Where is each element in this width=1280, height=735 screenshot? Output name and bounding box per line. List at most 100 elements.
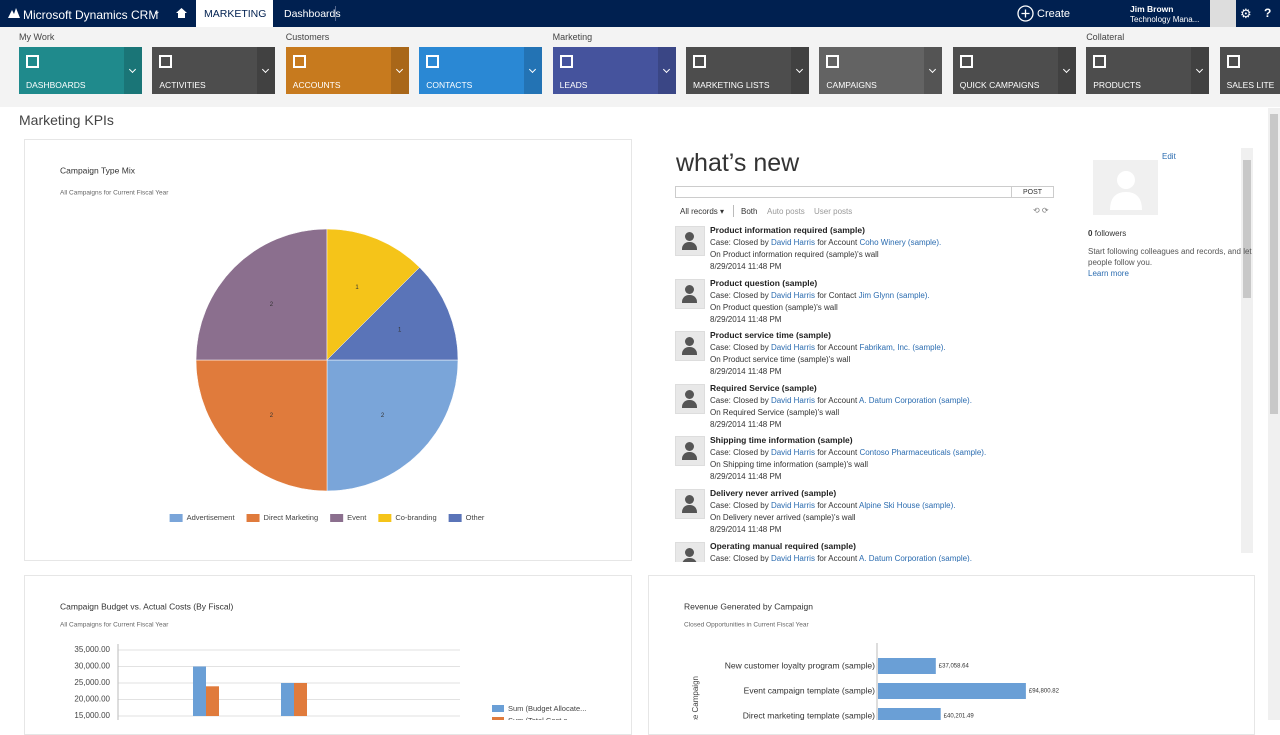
user-link[interactable]: David Harris	[770, 448, 815, 458]
count-label: followers	[1094, 229, 1127, 238]
record-link[interactable]: Jim Glynn (sample).	[858, 290, 930, 300]
tile-dropdown[interactable]	[657, 47, 676, 94]
create-icon[interactable]	[1017, 5, 1034, 22]
tile-label[interactable]: PRODUCTS	[1093, 80, 1141, 90]
record-link[interactable]: Fabrikam, Inc. (sample).	[859, 343, 946, 353]
feed-line: Case: Closed by David Harris for Account…	[710, 501, 955, 510]
tile-label[interactable]: ACTIVITIES	[159, 80, 206, 90]
tile-label[interactable]: CONTACTS	[426, 80, 473, 90]
action: Case: Closed by	[710, 238, 769, 247]
feed-line: Case: Closed by David Harris for Account…	[710, 554, 972, 562]
feed-title[interactable]: Product question (sample)	[710, 277, 818, 288]
tile-label[interactable]: MARKETING LISTS	[693, 80, 770, 90]
post-button[interactable]: POST	[1012, 186, 1054, 198]
home-icon[interactable]	[176, 8, 187, 18]
tile-label[interactable]: LEADS	[559, 80, 588, 90]
user-org[interactable]: Technology Mana...	[1130, 15, 1200, 24]
tile-dropdown[interactable]	[257, 47, 276, 94]
tile-label[interactable]: DASHBOARDS	[26, 80, 86, 90]
action: Case: Closed by	[710, 290, 769, 300]
settings-icon[interactable]: ⚙	[1240, 6, 1252, 21]
nav-tile[interactable]: QUICK CAMPAIGNS	[952, 47, 1076, 94]
tile-label[interactable]: SALES LITE	[1226, 80, 1275, 90]
scroll-thumb[interactable]	[1243, 160, 1251, 298]
tile-icon	[292, 55, 306, 68]
tile-icon	[1226, 55, 1240, 68]
user-link[interactable]: David Harris	[770, 290, 815, 300]
tile-dropdown[interactable]	[124, 47, 142, 94]
filter-option[interactable]: Both	[741, 207, 758, 216]
edit[interactable]: Edit	[1162, 152, 1176, 161]
nav-tile[interactable]: DASHBOARDS	[19, 47, 142, 94]
user-link[interactable]: David Harris	[770, 395, 815, 405]
user-avatar[interactable]	[1210, 0, 1236, 27]
user-link[interactable]: David Harris	[770, 238, 815, 247]
nav-tile[interactable]: ACTIVITIES	[152, 47, 276, 94]
feed-title[interactable]: Required Service (sample)	[710, 382, 817, 393]
tile-label[interactable]: CAMPAIGNS	[826, 80, 877, 90]
avatar	[675, 383, 705, 414]
nav-tile[interactable]: CONTACTS	[419, 47, 543, 94]
page-scrollbar[interactable]	[1268, 108, 1280, 720]
feed-title[interactable]: Product service time (sample)	[710, 330, 831, 341]
tile-icon	[693, 55, 706, 68]
nav-tile[interactable]: LEADS	[552, 47, 676, 94]
group-label: Marketing	[552, 32, 593, 42]
learn-more[interactable]: Learn more	[1088, 269, 1129, 278]
feed-item: Operating manual required (sample) Case: …	[672, 540, 1232, 562]
action: Case: Closed by	[710, 343, 769, 353]
tile-dropdown[interactable]	[1191, 47, 1210, 94]
record-link[interactable]: Alpine Ski House (sample).	[859, 501, 956, 510]
group-label: Customers	[285, 32, 330, 42]
top-bar: Microsoft Dynamics CRM ⌄ MARKETING Dashb…	[0, 0, 1280, 27]
record-link[interactable]: Contoso Pharmaceuticals (sample).	[859, 448, 987, 458]
feed-title[interactable]: Shipping time information (sample)	[710, 435, 853, 446]
filter-option[interactable]: User posts	[814, 207, 853, 216]
nav-tile[interactable]: SALES LITE	[1219, 47, 1280, 94]
create[interactable]: Create	[1037, 8, 1071, 20]
feed-title[interactable]: Delivery never arrived (sample)	[710, 488, 837, 498]
area-tab[interactable]	[196, 0, 273, 27]
count: 0	[1088, 229, 1093, 238]
tile-dropdown[interactable]	[1057, 47, 1076, 94]
tile-label[interactable]: ACCOUNTS	[292, 80, 341, 90]
tile-icon	[559, 55, 573, 68]
action: Case: Closed by	[710, 395, 769, 405]
user-link[interactable]: David Harris	[770, 501, 815, 510]
post-input[interactable]	[675, 186, 1012, 198]
user-link[interactable]: David Harris	[770, 553, 815, 562]
feed-title[interactable]: Operating manual required (sample)	[710, 540, 856, 551]
filter-select[interactable]: All records ▾	[680, 207, 725, 216]
feed-title[interactable]: Product information required (sample)	[710, 225, 865, 235]
refresh-icons[interactable]: ⟲ ⟳	[1033, 206, 1049, 215]
filter[interactable]: All records	[680, 207, 718, 216]
avatar	[675, 278, 705, 309]
area-name[interactable]: MARKETING	[204, 8, 267, 20]
record-link[interactable]: A. Datum Corporation (sample).	[859, 395, 972, 405]
filter-option[interactable]: Auto posts	[767, 207, 805, 216]
nav-tile[interactable]: MARKETING LISTS	[686, 47, 809, 94]
page-name[interactable]: Dashboards	[284, 8, 341, 20]
tile-dropdown[interactable]	[390, 47, 409, 94]
whats-new-title: what’s new	[676, 149, 800, 177]
divider	[335, 6, 336, 21]
nav-tile[interactable]: PRODUCTS	[1086, 47, 1210, 94]
nav-tile[interactable]: CAMPAIGNS	[819, 47, 943, 94]
tile-dropdown[interactable]	[924, 47, 943, 94]
user-link[interactable]: David Harris	[770, 343, 815, 353]
feed-scrollbar[interactable]	[1241, 148, 1253, 553]
date: 8/29/2014 11:48 PM	[710, 262, 782, 271]
scroll-thumb[interactable]	[1270, 114, 1278, 414]
record-link[interactable]: Coho Winery (sample).	[859, 238, 942, 247]
tile-dropdown[interactable]	[524, 47, 543, 94]
app-name[interactable]: Microsoft Dynamics CRM	[23, 8, 159, 22]
chart-panel	[648, 575, 1255, 735]
tile-dropdown[interactable]	[791, 47, 809, 94]
wall: On Shipping time information (sample)'s …	[710, 460, 869, 470]
user-name[interactable]: Jim Brown	[1130, 4, 1174, 14]
edit-link[interactable]: Edit	[1162, 152, 1176, 161]
help-icon[interactable]: ?	[1264, 6, 1272, 20]
record-link[interactable]: A. Datum Corporation (sample).	[859, 553, 972, 562]
tile-label[interactable]: QUICK CAMPAIGNS	[959, 80, 1040, 90]
nav-tile[interactable]: ACCOUNTS	[285, 47, 409, 94]
